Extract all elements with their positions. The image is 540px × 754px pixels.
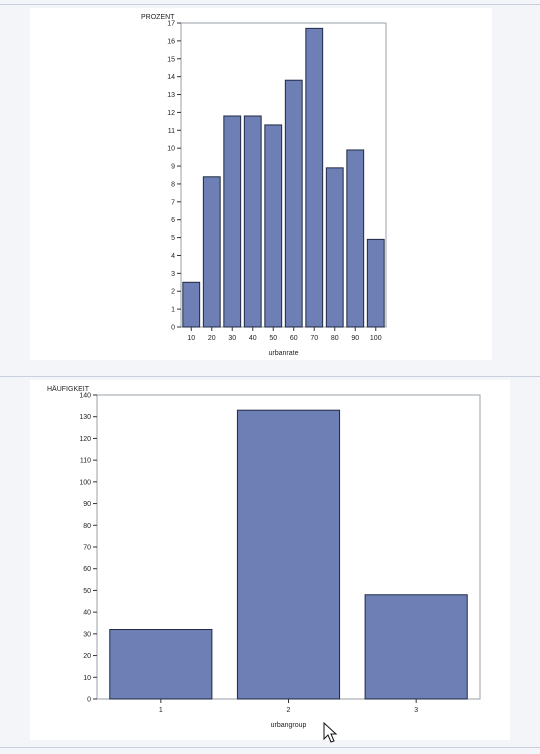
x-tick-label: 60 [290, 335, 298, 342]
x-tick-label: 30 [228, 335, 236, 342]
x-tick-label: 3 [414, 707, 418, 714]
y-axis-label: HÄUFIGKEIT [47, 385, 90, 393]
x-tick-label: 70 [310, 335, 318, 342]
y-tick-label: 8 [171, 181, 175, 188]
bar-2 [236, 409, 341, 700]
y-tick-label: 90 [83, 501, 91, 508]
y-tick-label: 130 [79, 414, 91, 421]
y-tick-label: 4 [171, 253, 175, 260]
x-tick-label: 90 [351, 335, 359, 342]
y-tick-label: 14 [167, 74, 175, 81]
bottom-divider [0, 747, 540, 748]
x-tick-label: 20 [208, 335, 216, 342]
y-tick-label: 6 [171, 217, 175, 224]
bar-1 [109, 629, 213, 700]
y-tick-label: 15 [167, 56, 175, 63]
y-tick-label: 10 [167, 146, 175, 153]
y-tick-label: 100 [79, 479, 91, 486]
y-tick-label: 40 [83, 610, 91, 617]
y-tick-label: 60 [83, 566, 91, 573]
y-tick-label: 140 [79, 393, 91, 400]
mouse-pointer-icon [323, 722, 338, 743]
y-axis-label: PROZENT [141, 14, 175, 21]
bar-3 [364, 594, 468, 700]
y-tick-label: 10 [83, 675, 91, 682]
y-tick-label: 13 [167, 92, 175, 99]
y-tick-label: 12 [167, 110, 175, 117]
y-tick-label: 3 [171, 271, 175, 278]
y-tick-label: 20 [83, 653, 91, 660]
y-tick-label: 120 [79, 436, 91, 443]
top-divider [0, 4, 540, 5]
y-tick-label: 16 [167, 38, 175, 45]
x-tick-label: 10 [187, 335, 195, 342]
y-tick-label: 5 [171, 235, 175, 242]
y-tick-label: 1 [171, 307, 175, 314]
x-tick-label: 100 [370, 335, 382, 342]
y-tick-label: 7 [171, 199, 175, 206]
y-tick-label: 17 [167, 21, 175, 28]
y-tick-label: 9 [171, 164, 175, 171]
x-tick-label: 80 [331, 335, 339, 342]
y-tick-label: 0 [171, 325, 175, 332]
middle-divider [0, 376, 540, 377]
x-tick-label: 2 [287, 707, 291, 714]
y-tick-label: 70 [83, 545, 91, 552]
x-tick-label: 40 [249, 335, 257, 342]
y-tick-label: 2 [171, 289, 175, 296]
y-tick-label: 110 [80, 458, 91, 465]
y-tick-label: 80 [83, 523, 91, 530]
x-tick-label: 50 [269, 335, 277, 342]
plot-frame [180, 22, 387, 328]
x-axis-label: urbangroup [271, 722, 307, 729]
x-axis-label: urbanrate [269, 350, 299, 357]
y-tick-label: 11 [168, 128, 175, 135]
y-tick-label: 0 [87, 697, 91, 704]
x-tick-label: 1 [159, 707, 163, 714]
y-tick-label: 30 [83, 631, 91, 638]
y-tick-label: 50 [83, 588, 91, 595]
